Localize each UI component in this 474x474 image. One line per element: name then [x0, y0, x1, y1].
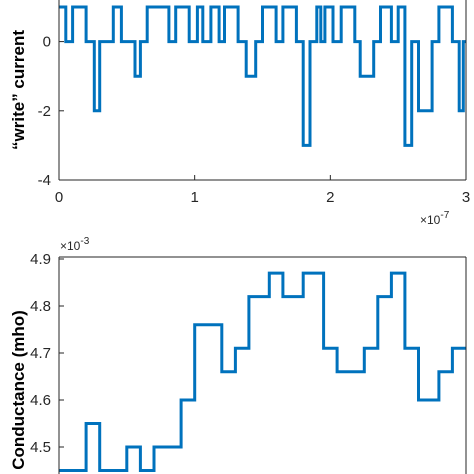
- bottom-y-exponent-base: ×10: [60, 239, 81, 253]
- bottom-plot-panel: 4.5 4.6 4.7 4.8 4.9 Conductance (mho) ×10-3: [9, 236, 467, 474]
- top-y-axis-label: “write” current: [9, 30, 28, 150]
- top-x-tick-label-1: 1: [190, 189, 198, 206]
- bottom-y-tick-label-1: 4.6: [30, 392, 51, 409]
- top-series-line-0: [59, 5, 466, 147]
- bottom-y-tick-label-2: 4.7: [30, 345, 51, 362]
- bottom-y-axis-label: Conductance (mho): [9, 310, 28, 470]
- bottom-y-tick-label-3: 4.8: [30, 298, 51, 315]
- top-x-tick-label-2: 2: [326, 189, 334, 206]
- top-y-ticks: 0 -2 -4: [38, 34, 64, 189]
- top-x-tick-label-0: 0: [55, 189, 63, 206]
- bottom-series-layer: [59, 271, 466, 472]
- top-y-tick-label-0: 0: [43, 34, 51, 51]
- bottom-y-tick-label-4: 4.9: [30, 251, 51, 268]
- bottom-y-tick-label-0: 4.5: [30, 439, 51, 456]
- top-x-tick-label-3: 3: [462, 189, 470, 206]
- top-y-tick-label-1: -2: [38, 103, 51, 120]
- top-series-layer: [59, 5, 466, 147]
- top-y-tick-label-2: -4: [38, 172, 51, 189]
- top-x-ticks: 0 1 2 3: [55, 175, 470, 206]
- top-x-exponent-power: -7: [440, 210, 449, 221]
- bottom-y-exponent-power: -3: [80, 236, 89, 247]
- top-x-exponent-label: ×10-7: [420, 210, 450, 227]
- top-plot-panel: 0 1 2 3 0 -2 -4 “write” current ×10-7: [9, 0, 470, 227]
- top-x-exponent-base: ×10: [420, 213, 441, 227]
- bottom-y-ticks: 4.5 4.6 4.7 4.8 4.9: [30, 251, 64, 456]
- bottom-series-line-0: [59, 271, 466, 472]
- bottom-y-exponent-label: ×10-3: [60, 236, 90, 253]
